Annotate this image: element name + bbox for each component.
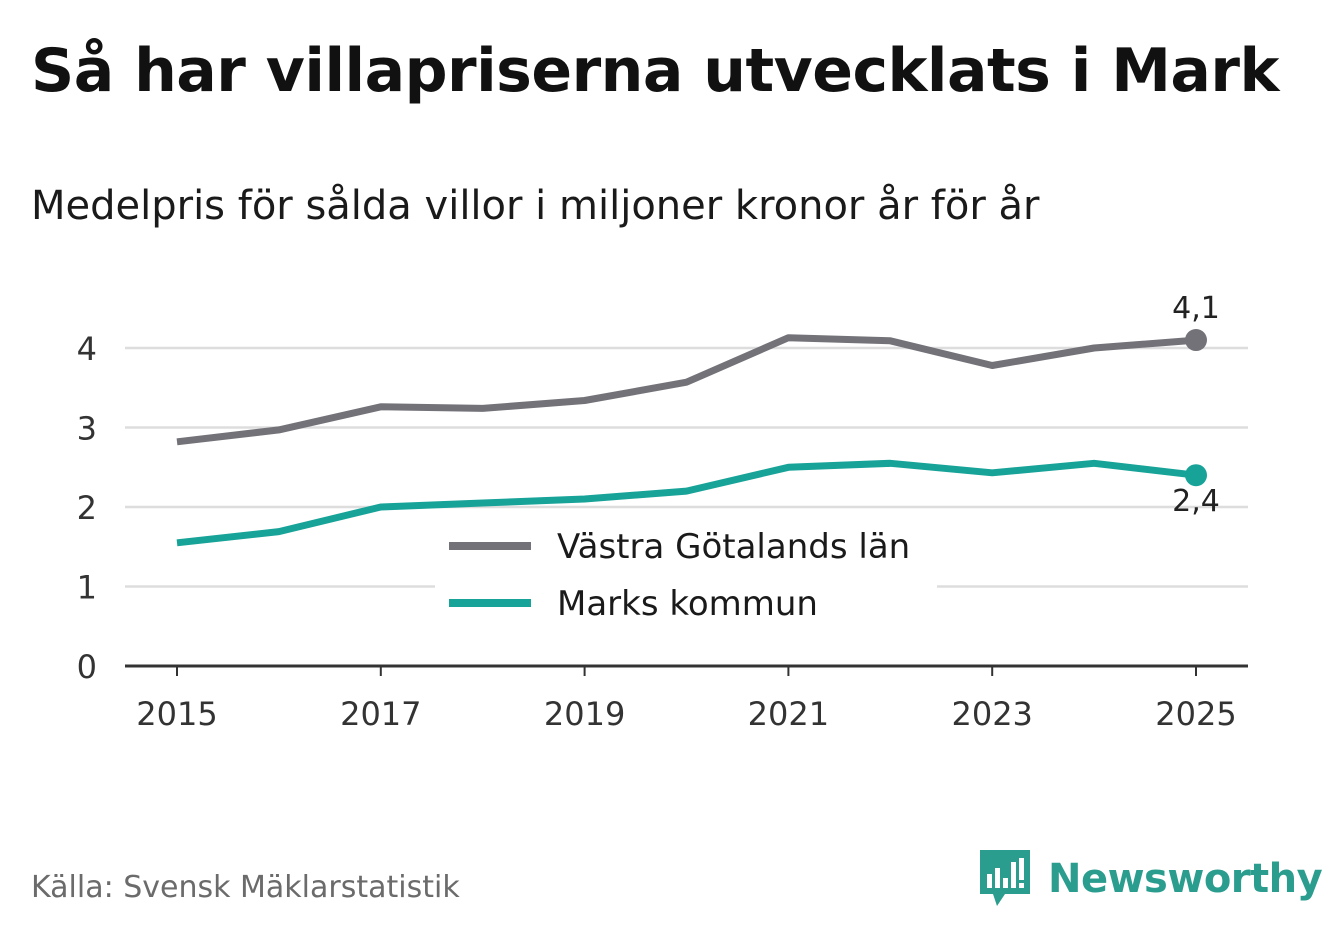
y-tick-label: 4	[77, 330, 97, 368]
y-tick-label: 3	[77, 410, 97, 448]
y-tick-label: 0	[77, 648, 97, 686]
brand-name: Newsworthy	[1048, 856, 1322, 902]
x-tick-label: 2023	[951, 695, 1032, 733]
bar-chart-icon	[980, 850, 1030, 906]
x-tick-label: 2015	[136, 695, 217, 733]
series-line-vastra-gotaland	[176, 334, 1197, 446]
legend-background	[435, 520, 937, 632]
x-tick-label: 2017	[340, 695, 421, 733]
end-label-vastra-gotaland: 4,1	[1172, 291, 1220, 326]
end-dot-marks-kommun	[1185, 464, 1207, 487]
x-tick-label: 2019	[544, 695, 625, 733]
end-dot-vastra-gotaland	[1185, 329, 1207, 352]
y-tick-label: 1	[77, 569, 97, 607]
chart-subtitle: Medelpris för sålda villor i miljoner kr…	[31, 183, 1040, 229]
legend-label-marks-kommun: Marks kommun	[557, 584, 818, 624]
end-label-marks-kommun: 2,4	[1172, 484, 1220, 519]
y-tick-label: 2	[77, 489, 97, 527]
page-title: Så har villapriserna utvecklats i Mark	[31, 36, 1279, 106]
legend-label-vastra-gotaland: Västra Götalands län	[557, 527, 910, 567]
source-note: Källa: Svensk Mäklarstatistik	[31, 870, 460, 905]
x-tick-label: 2025	[1155, 695, 1236, 733]
x-tick-label: 2021	[748, 695, 829, 733]
brand-logo: Newsworthy	[980, 850, 1322, 908]
series-line-marks-kommun	[176, 459, 1197, 547]
